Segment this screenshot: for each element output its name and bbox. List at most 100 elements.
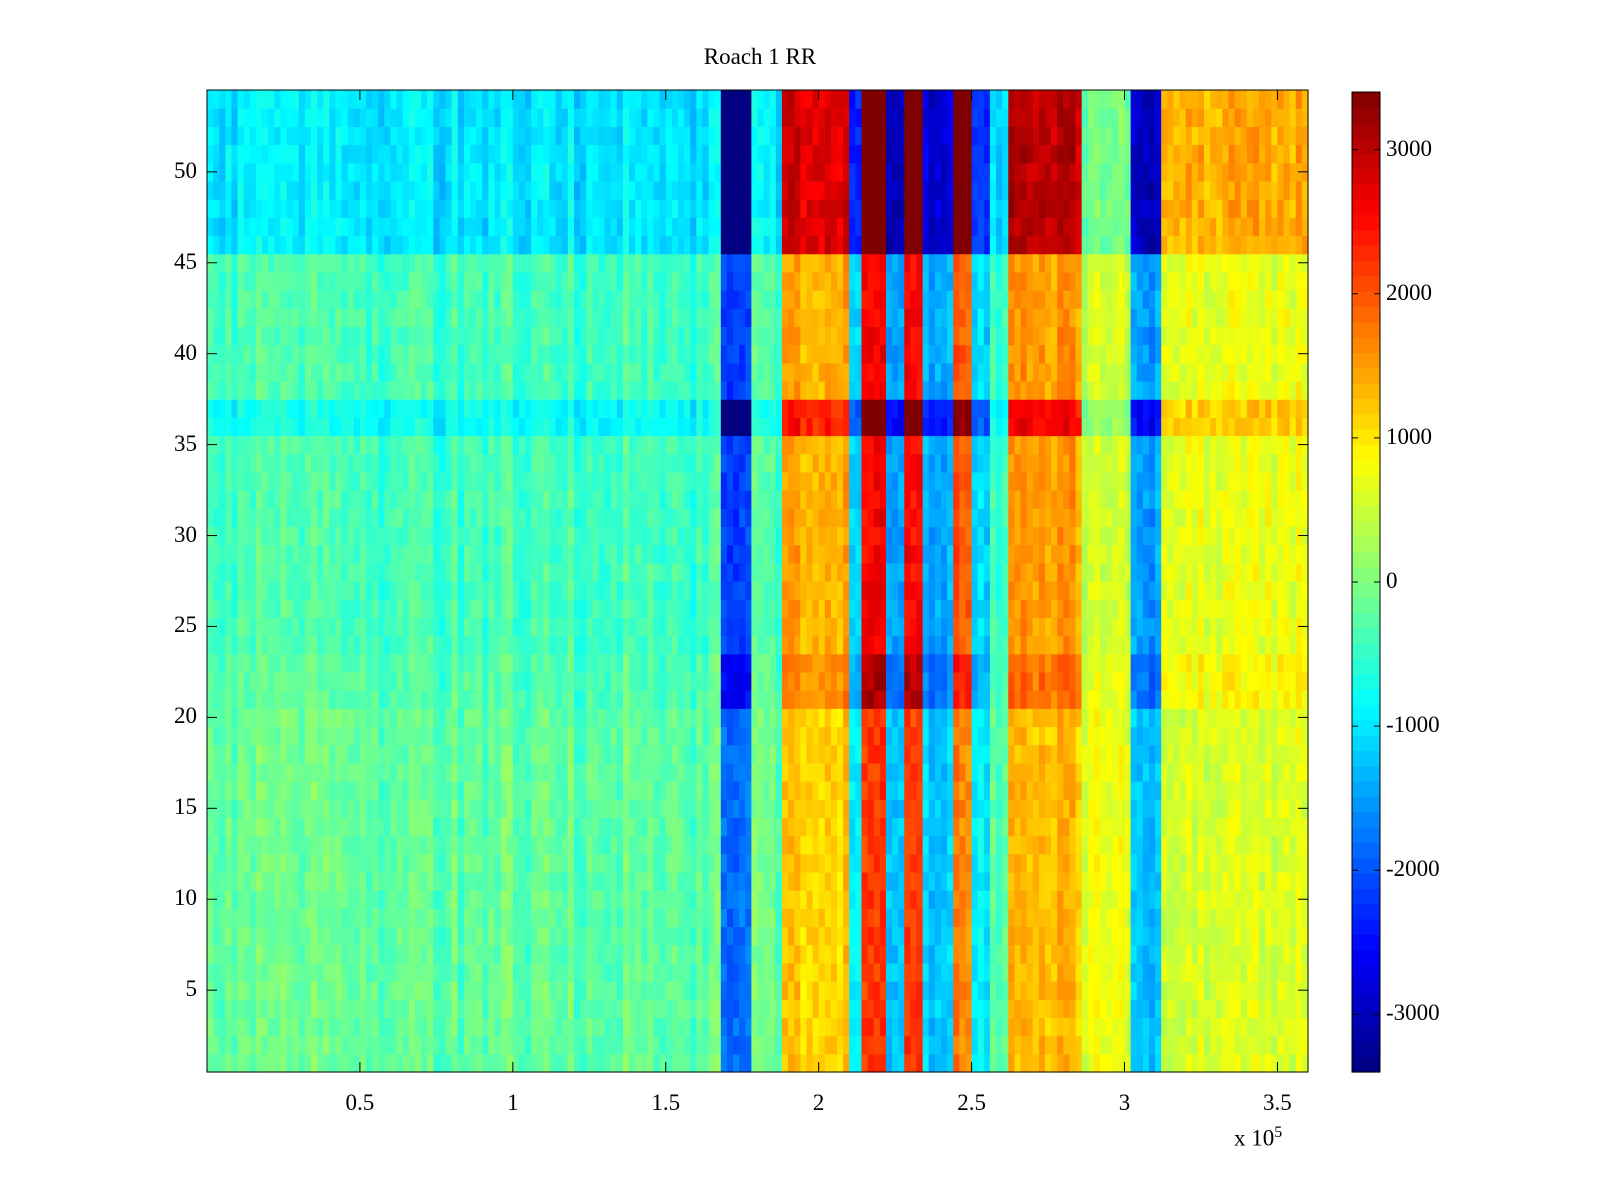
heatmap-cell [702, 308, 710, 328]
heatmap-cell [317, 944, 324, 964]
heatmap-cell [610, 999, 618, 1019]
heatmap-cell [249, 271, 257, 291]
heatmap-cell [298, 108, 306, 127]
heatmap-cell [414, 962, 422, 982]
heatmap-cell [378, 108, 385, 127]
heatmap-cell [635, 217, 642, 237]
heatmap-cell [739, 253, 746, 273]
heatmap-cell [500, 781, 508, 800]
heatmap-cell [659, 417, 667, 437]
heatmap-cell [476, 180, 483, 200]
heatmap-cell [237, 617, 245, 637]
heatmap-cell [249, 1053, 257, 1073]
heatmap-cell [470, 108, 477, 127]
heatmap-cell [500, 253, 508, 273]
heatmap-cell [635, 144, 642, 164]
heatmap-cell [708, 562, 716, 582]
heatmap-cell [390, 962, 398, 982]
heatmap-cell [506, 926, 514, 946]
heatmap-cell [574, 126, 581, 146]
heatmap-cell [304, 1017, 312, 1037]
heatmap-cell [518, 781, 526, 800]
heatmap-cell [439, 981, 447, 1000]
heatmap-cell [622, 108, 630, 127]
heatmap-cell [451, 926, 459, 946]
heatmap-cell [622, 908, 630, 928]
heatmap-cell [274, 544, 281, 564]
heatmap-cell [647, 871, 655, 891]
heatmap-cell [286, 762, 294, 782]
heatmap-cell [757, 471, 765, 491]
heatmap-cell [347, 162, 355, 182]
heatmap-cell [769, 599, 777, 618]
heatmap-cell [341, 908, 349, 928]
heatmap-cell [366, 871, 373, 891]
heatmap-cell [720, 90, 728, 109]
heatmap-cell [653, 1017, 661, 1037]
heatmap-cell [231, 962, 239, 982]
heatmap-cell [255, 544, 263, 564]
heatmap-cell [433, 817, 441, 837]
heatmap-cell [763, 726, 771, 746]
heatmap-cell [384, 599, 392, 618]
heatmap-cell [555, 180, 563, 200]
heatmap-cell [304, 871, 312, 891]
heatmap-cell [641, 671, 648, 691]
heatmap-cell [421, 362, 428, 382]
heatmap-cell [439, 581, 447, 600]
heatmap-cell [304, 435, 312, 455]
heatmap-cell [635, 726, 642, 746]
heatmap-cell [561, 599, 569, 618]
heatmap-cell [304, 235, 312, 255]
heatmap-cell [414, 708, 422, 728]
heatmap-cell [304, 471, 312, 491]
heatmap-cell [677, 799, 685, 819]
heatmap-cell [531, 435, 538, 455]
heatmap-cell [451, 890, 459, 909]
heatmap-cell [439, 199, 447, 218]
heatmap-cell [708, 344, 716, 364]
heatmap-cell [372, 126, 379, 146]
heatmap-cell [702, 690, 710, 709]
heatmap-cell [525, 962, 532, 982]
heatmap-cell [414, 162, 422, 182]
heatmap-cell [690, 635, 697, 655]
heatmap-cell [378, 290, 385, 309]
heatmap-cell [427, 90, 434, 109]
heatmap-cell [353, 253, 361, 273]
heatmap-cell [488, 835, 496, 855]
heatmap-cell [647, 1035, 655, 1055]
heatmap-cell [231, 744, 239, 764]
heatmap-cell [304, 144, 312, 164]
heatmap-cell [439, 708, 447, 728]
heatmap-cell [207, 853, 214, 873]
heatmap-cell [702, 126, 710, 146]
heatmap-cell [555, 1035, 563, 1055]
heatmap-cell [298, 962, 306, 982]
heatmap-cell [616, 562, 624, 582]
heatmap-cell [677, 435, 685, 455]
heatmap-cell [255, 890, 263, 909]
heatmap-cell [616, 290, 624, 309]
heatmap-cell [243, 1035, 251, 1055]
heatmap-cell [580, 671, 587, 691]
heatmap-cell [421, 944, 428, 964]
heatmap-cell [213, 762, 220, 782]
heatmap-cell [249, 308, 257, 328]
heatmap-cell [543, 108, 551, 127]
heatmap-cell [457, 417, 465, 437]
heatmap-cell [402, 1053, 410, 1073]
heatmap-cell [622, 926, 630, 946]
heatmap-cell [366, 1053, 373, 1073]
heatmap-cell [470, 435, 477, 455]
heatmap-cell [274, 271, 281, 291]
heatmap-cell [549, 344, 557, 364]
heatmap-cell [512, 944, 520, 964]
heatmap-cell [702, 781, 710, 800]
heatmap-cell [482, 781, 489, 800]
heatmap-cell [262, 671, 269, 691]
heatmap-cell [341, 981, 349, 1000]
heatmap-cell [684, 308, 691, 328]
heatmap-cell [500, 471, 508, 491]
heatmap-cell [366, 126, 373, 146]
